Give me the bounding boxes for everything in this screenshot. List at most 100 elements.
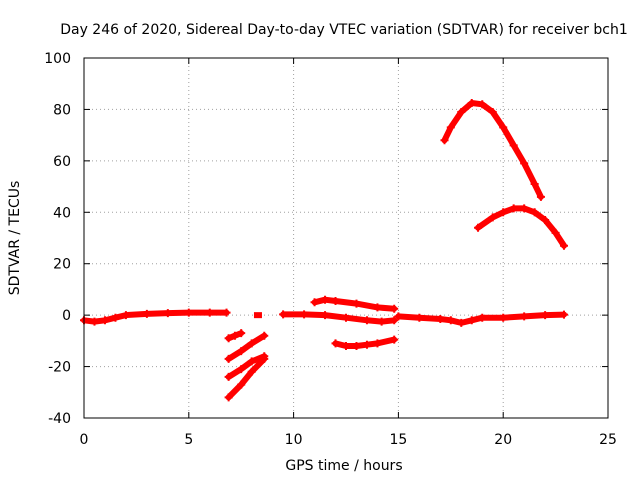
data-point: [237, 365, 246, 374]
data-point: [111, 313, 120, 322]
data-point: [260, 354, 269, 363]
data-point: [260, 331, 269, 340]
x-tick-label: 5: [184, 432, 193, 448]
data-point: [222, 308, 231, 317]
data-point: [121, 311, 130, 320]
data-point: [509, 204, 518, 213]
data-point: [551, 228, 560, 237]
y-tick-label: 40: [53, 205, 71, 221]
data-point: [530, 180, 539, 188]
data-point: [184, 308, 193, 317]
data-point: [90, 317, 99, 326]
series-group: [224, 329, 246, 343]
y-tick-label: 0: [62, 308, 71, 324]
data-point: [394, 312, 403, 321]
data-point: [331, 339, 340, 348]
data-point: [390, 304, 399, 313]
data-point: [352, 342, 361, 350]
series-group: [440, 99, 545, 201]
data-point: [559, 241, 568, 250]
data-point: [499, 208, 508, 217]
data-point: [467, 99, 476, 107]
data-point: [237, 347, 246, 356]
data-point: [474, 223, 483, 232]
data-point: [224, 354, 233, 363]
data-point: [499, 123, 508, 132]
data-point: [253, 312, 262, 319]
data-point: [457, 108, 466, 116]
series-group: [331, 335, 399, 350]
plot-frame: [83, 57, 609, 419]
series-line: [225, 353, 268, 380]
data-point: [342, 313, 350, 322]
data-point: [520, 159, 529, 168]
x-tick-label: 20: [494, 432, 512, 448]
x-axis-label: GPS time / hours: [285, 458, 402, 474]
y-tick-label: 80: [53, 102, 71, 118]
data-point: [163, 309, 172, 318]
data-point: [100, 316, 109, 325]
data-point: [321, 295, 330, 304]
data-point: [541, 216, 550, 224]
series-group: [279, 310, 399, 326]
chart-title: Day 246 of 2020, Sidereal Day-to-day VTE…: [60, 22, 628, 38]
data-point: [536, 192, 545, 201]
data-point: [488, 213, 497, 222]
data-point: [440, 136, 449, 145]
series-group: [80, 308, 231, 326]
data-point: [478, 313, 487, 322]
data-point: [467, 316, 476, 325]
data-point: [520, 312, 529, 321]
series-line: [81, 309, 230, 325]
x-tick-label: 25: [599, 432, 617, 448]
data-point: [279, 310, 288, 319]
data-point: [415, 313, 424, 322]
data-point: [390, 335, 399, 344]
data-point: [478, 100, 487, 109]
series-group: [224, 354, 269, 402]
data-point: [488, 108, 497, 116]
series-line: [225, 332, 268, 362]
data-point: [224, 393, 233, 402]
y-tick-label: -40: [48, 411, 71, 427]
y-tick-label: 20: [53, 257, 71, 273]
y-axis-label: SDTVAR / TECUs: [7, 181, 23, 296]
series-group: [253, 312, 262, 319]
data-point: [559, 310, 568, 319]
data-point: [331, 297, 340, 305]
data-point: [321, 311, 330, 320]
data-point: [237, 380, 246, 389]
data-point: [224, 372, 233, 381]
data-point: [457, 318, 466, 327]
data-point: [373, 303, 382, 312]
data-point: [237, 329, 246, 338]
data-point: [342, 342, 350, 350]
data-point: [224, 334, 233, 343]
data-point: [300, 310, 309, 319]
data-point: [446, 316, 455, 325]
series-line: [225, 355, 268, 401]
y-tick-label: 60: [53, 154, 71, 170]
x-tick-label: 0: [80, 432, 89, 448]
series-group: [394, 310, 568, 327]
data-point: [310, 298, 319, 307]
data-point: [377, 317, 386, 326]
y-tick-label: 100: [44, 51, 71, 67]
x-tick-label: 15: [389, 432, 407, 448]
data-point: [509, 141, 518, 150]
data-point: [362, 316, 371, 325]
data-point: [247, 367, 256, 376]
data-point: [390, 316, 399, 325]
data-point: [499, 313, 508, 322]
data-point: [436, 315, 445, 323]
data-point: [247, 339, 256, 348]
data-point: [520, 204, 529, 213]
data-point: [247, 357, 256, 366]
data-point: [541, 311, 550, 320]
data-series: [80, 99, 568, 402]
data-point: [352, 299, 361, 308]
data-point: [362, 340, 371, 349]
data-point: [205, 308, 214, 317]
